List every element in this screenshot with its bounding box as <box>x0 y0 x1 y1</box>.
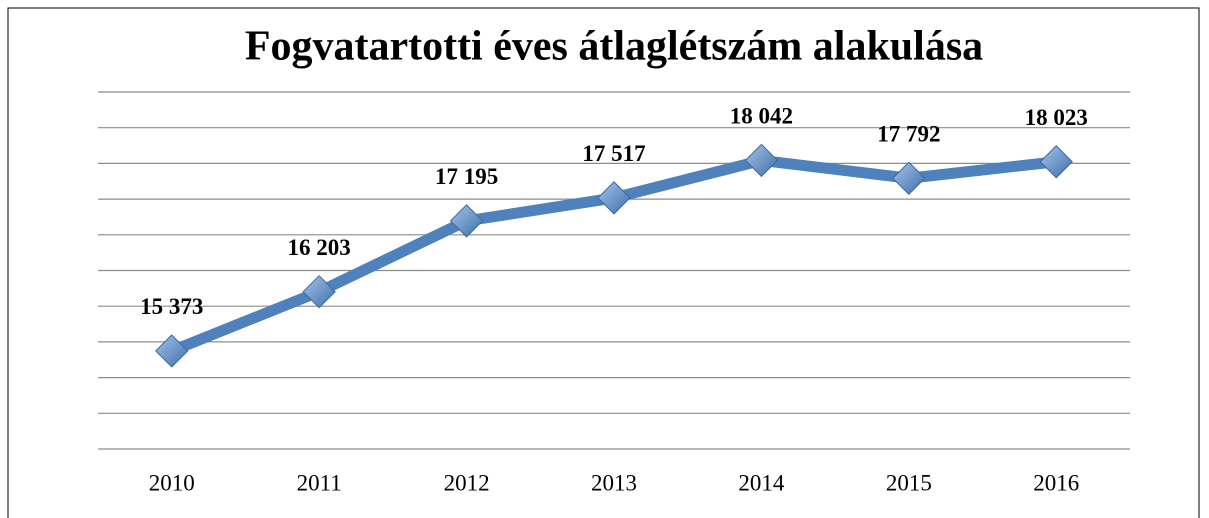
marker <box>302 274 336 309</box>
x-tick-label: 2011 <box>297 470 342 495</box>
data-label: 17 517 <box>582 141 645 166</box>
chart-frame <box>7 7 1200 518</box>
marker <box>892 161 926 195</box>
x-tick-label: 2016 <box>1033 470 1079 495</box>
data-label: 16 203 <box>288 235 351 260</box>
data-label: 17 195 <box>435 164 498 189</box>
x-tick-label: 2010 <box>149 470 195 495</box>
marker <box>449 204 484 238</box>
data-label: 18 023 <box>1025 105 1088 130</box>
x-tick-label: 2012 <box>444 470 490 495</box>
data-label: 15 373 <box>140 294 203 319</box>
marker <box>1039 145 1073 179</box>
x-tick-label: 2014 <box>738 470 785 495</box>
marker <box>744 143 779 178</box>
data-label: 17 792 <box>877 122 940 147</box>
marker <box>597 181 631 215</box>
chart-title: Fogvatartotti éves átlaglétszám alakulás… <box>245 24 983 70</box>
x-tick-label: 2015 <box>886 470 932 495</box>
x-tick-label: 2013 <box>591 470 637 495</box>
data-label: 18 042 <box>730 104 793 129</box>
marker <box>155 334 189 368</box>
